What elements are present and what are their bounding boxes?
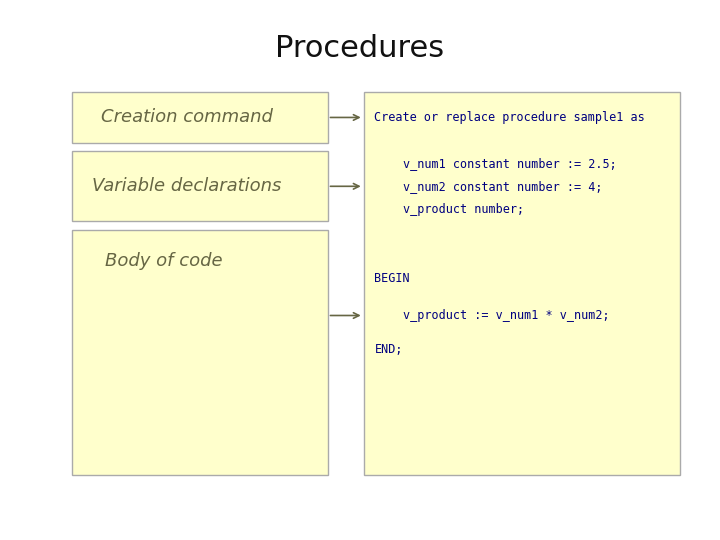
FancyBboxPatch shape bbox=[364, 92, 680, 475]
FancyBboxPatch shape bbox=[72, 92, 328, 143]
Text: BEGIN: BEGIN bbox=[374, 272, 410, 285]
Text: v_product number;: v_product number; bbox=[403, 202, 524, 215]
Text: v_num1 constant number := 2.5;: v_num1 constant number := 2.5; bbox=[403, 157, 617, 170]
Text: Body of code: Body of code bbox=[105, 252, 222, 271]
Text: Variable declarations: Variable declarations bbox=[92, 177, 282, 195]
Text: Creation command: Creation command bbox=[101, 109, 273, 126]
Text: v_num2 constant number := 4;: v_num2 constant number := 4; bbox=[403, 180, 603, 193]
Text: END;: END; bbox=[374, 343, 403, 356]
Text: v_product := v_num1 * v_num2;: v_product := v_num1 * v_num2; bbox=[403, 309, 610, 322]
FancyBboxPatch shape bbox=[72, 230, 328, 475]
FancyBboxPatch shape bbox=[72, 151, 328, 221]
Text: Create or replace procedure sample1 as: Create or replace procedure sample1 as bbox=[374, 111, 645, 124]
Text: Procedures: Procedures bbox=[276, 34, 444, 63]
